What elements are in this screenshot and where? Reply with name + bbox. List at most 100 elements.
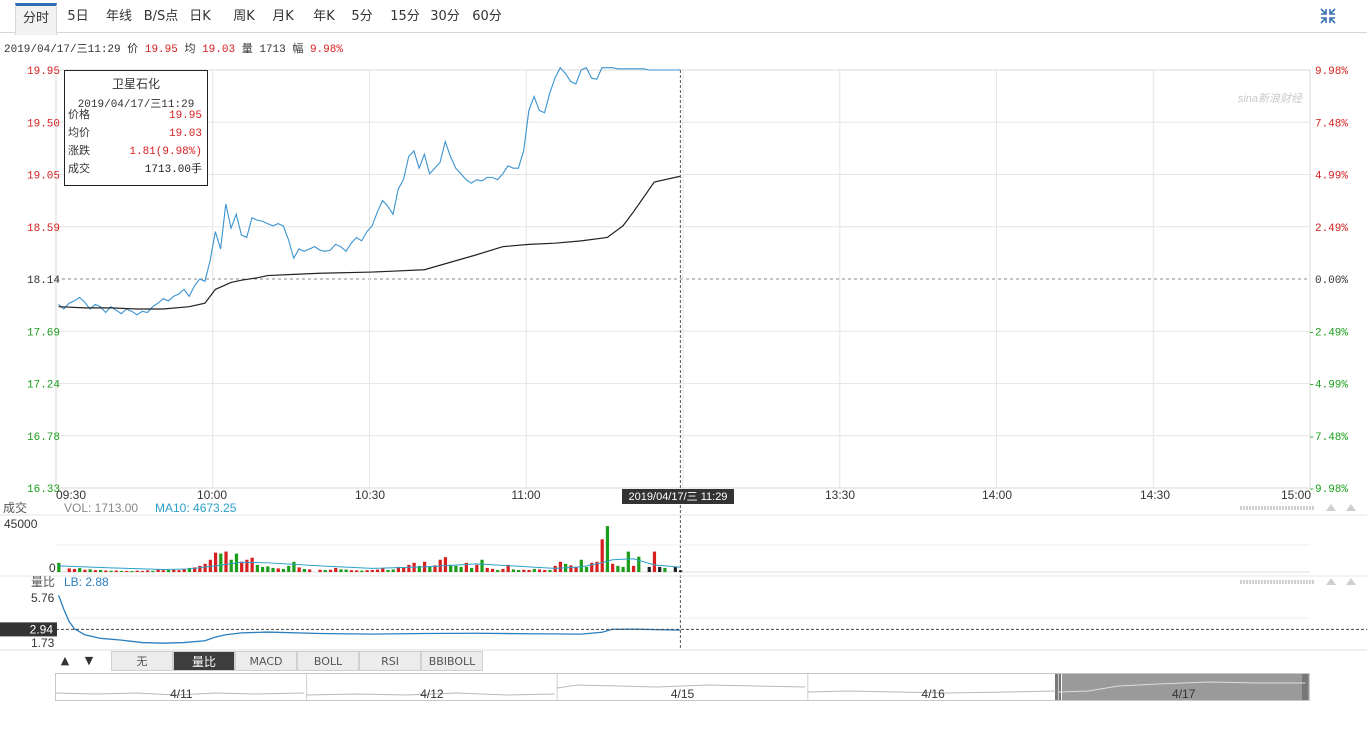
volume-bar bbox=[67, 568, 71, 572]
indicator-up-button[interactable]: ▲ bbox=[60, 654, 70, 667]
volume-bar bbox=[287, 565, 291, 572]
volume-bar bbox=[428, 566, 432, 572]
volume-tick-label: 45000 bbox=[4, 517, 38, 531]
volume-bar bbox=[177, 570, 181, 572]
tab-6[interactable]: 月K bbox=[272, 9, 294, 24]
ratio-marker-box bbox=[0, 622, 57, 637]
indicator-down-button[interactable]: ▼ bbox=[84, 654, 94, 667]
volume-bar bbox=[349, 570, 354, 572]
volume-bar bbox=[182, 569, 186, 572]
date-navigator[interactable]: 4/11 4/12 4/15 4/16 4/17 bbox=[55, 673, 1310, 701]
info-avg: 19.03 bbox=[202, 44, 236, 56]
volume-bar bbox=[449, 564, 453, 572]
volume-bar bbox=[151, 570, 155, 572]
price-tick-label: 17.69 bbox=[27, 327, 60, 339]
price-tick-label: 19.05 bbox=[27, 171, 60, 183]
percent-tick-label: -9.98% bbox=[1308, 484, 1348, 496]
volume-bar bbox=[611, 563, 615, 572]
tab-7[interactable]: 年K bbox=[313, 9, 335, 24]
indicator-button-5[interactable]: BBIBOLL bbox=[421, 651, 483, 671]
volume-bar bbox=[260, 566, 265, 572]
volume-bar bbox=[72, 568, 77, 572]
percent-tick-label: 0.00% bbox=[1315, 275, 1348, 287]
time-tick-label: 14:30 bbox=[1140, 488, 1170, 502]
tab-8[interactable]: 5分 bbox=[351, 9, 373, 24]
volume-bar bbox=[658, 566, 662, 572]
percent-tick-label: -4.99% bbox=[1308, 380, 1348, 392]
ratio-line bbox=[58, 595, 681, 644]
volume-bar bbox=[166, 569, 171, 572]
volume-bar bbox=[156, 569, 160, 572]
indicator-button-1[interactable]: 量比 bbox=[173, 651, 235, 671]
volume-bar bbox=[417, 565, 421, 572]
tab-2[interactable]: 年线 bbox=[105, 9, 132, 24]
volume-bar bbox=[271, 567, 275, 572]
indicator-button-0[interactable]: 无 bbox=[111, 651, 173, 671]
info-avg-label: 均 bbox=[184, 44, 196, 56]
info-vol-label: 量 bbox=[241, 44, 253, 56]
tab-10[interactable]: 30分 bbox=[430, 9, 460, 24]
volume-bar bbox=[537, 569, 542, 572]
volume-bar bbox=[553, 565, 557, 572]
tab-3[interactable]: B/S点 bbox=[143, 9, 179, 24]
shrink-icon[interactable] bbox=[1319, 7, 1337, 25]
volume-bar bbox=[292, 561, 296, 572]
volume-bar bbox=[281, 568, 286, 572]
info-price: 19.95 bbox=[144, 44, 178, 56]
tab-9[interactable]: 15分 bbox=[390, 9, 420, 24]
volume-bar bbox=[569, 565, 573, 572]
price-tick-label: 17.24 bbox=[27, 380, 60, 392]
volume-ma-label: MA10: 4673.25 bbox=[155, 501, 237, 515]
percent-tick-label: -7.48% bbox=[1308, 432, 1348, 444]
tab-4[interactable]: 日K bbox=[189, 9, 211, 24]
volume-bar bbox=[365, 570, 369, 572]
volume-bar bbox=[308, 569, 312, 572]
volume-bar bbox=[355, 570, 359, 572]
indicator-button-4[interactable]: RSI bbox=[359, 651, 421, 671]
tooltip-datetime: 2019/04/17/三11:29 bbox=[77, 99, 195, 111]
percent-tick-label: 7.48% bbox=[1315, 118, 1348, 130]
volume-bar bbox=[375, 569, 380, 572]
tab-0[interactable]: 分时 bbox=[15, 3, 57, 35]
navigator-mini-line bbox=[807, 690, 1056, 694]
navigator-mini-line bbox=[557, 684, 806, 689]
volume-title: 成交 bbox=[3, 500, 27, 515]
navigator-handle-right bbox=[1302, 674, 1308, 700]
volume-bar bbox=[381, 568, 385, 572]
indicator-button-3[interactable]: BOLL bbox=[297, 651, 359, 671]
volume-bar bbox=[240, 561, 244, 572]
ratio-lb-label: LB: 2.88 bbox=[64, 575, 109, 589]
percent-tick-label: 2.49% bbox=[1315, 223, 1348, 235]
navigator-mini-line bbox=[306, 692, 555, 696]
volume-bar bbox=[433, 565, 437, 572]
plot-frame bbox=[55, 69, 1311, 489]
tab-1[interactable]: 5日 bbox=[67, 9, 89, 24]
volume-bar bbox=[464, 562, 468, 572]
tooltip-row-label: 成交 bbox=[68, 164, 90, 176]
indicator-button-2[interactable]: MACD bbox=[235, 651, 297, 671]
volume-ma10-line bbox=[58, 558, 681, 570]
volume-bar bbox=[490, 568, 495, 572]
navigator-date-label: 4/16 bbox=[921, 687, 945, 700]
volume-collapse-icon bbox=[1326, 504, 1336, 511]
tab-11[interactable]: 60分 bbox=[472, 9, 502, 24]
volume-bar bbox=[652, 551, 657, 572]
ratio-tick-label: 5.76 bbox=[31, 591, 55, 605]
percent-tick-label: 4.99% bbox=[1315, 171, 1348, 183]
tab-5[interactable]: 周K bbox=[233, 9, 255, 24]
volume-bar bbox=[146, 570, 150, 572]
volume-bar bbox=[454, 565, 458, 572]
sina-watermark: sina新浪财经 bbox=[1238, 92, 1303, 105]
period-toolbar: 分时 5日 年线 B/S点 日K 周K 月K 年K 5分 15分 30分 60分 bbox=[0, 0, 1367, 35]
volume-bar bbox=[245, 559, 249, 572]
price-tooltip: 卫星石化 2019/04/17/三11:29 价格 19.95 均价 19.03 涨跌 1… bbox=[64, 70, 208, 186]
tooltip-row-value: 1.81(9.98%) bbox=[129, 146, 202, 158]
volume-bar bbox=[631, 565, 636, 572]
navigator-selected-range bbox=[1062, 674, 1309, 700]
volume-bar bbox=[224, 551, 228, 572]
volume-bar bbox=[193, 567, 197, 572]
volume-bar bbox=[135, 570, 139, 572]
volume-bar bbox=[673, 566, 677, 572]
tooltip-row-value: 1713.00手 bbox=[144, 164, 202, 176]
